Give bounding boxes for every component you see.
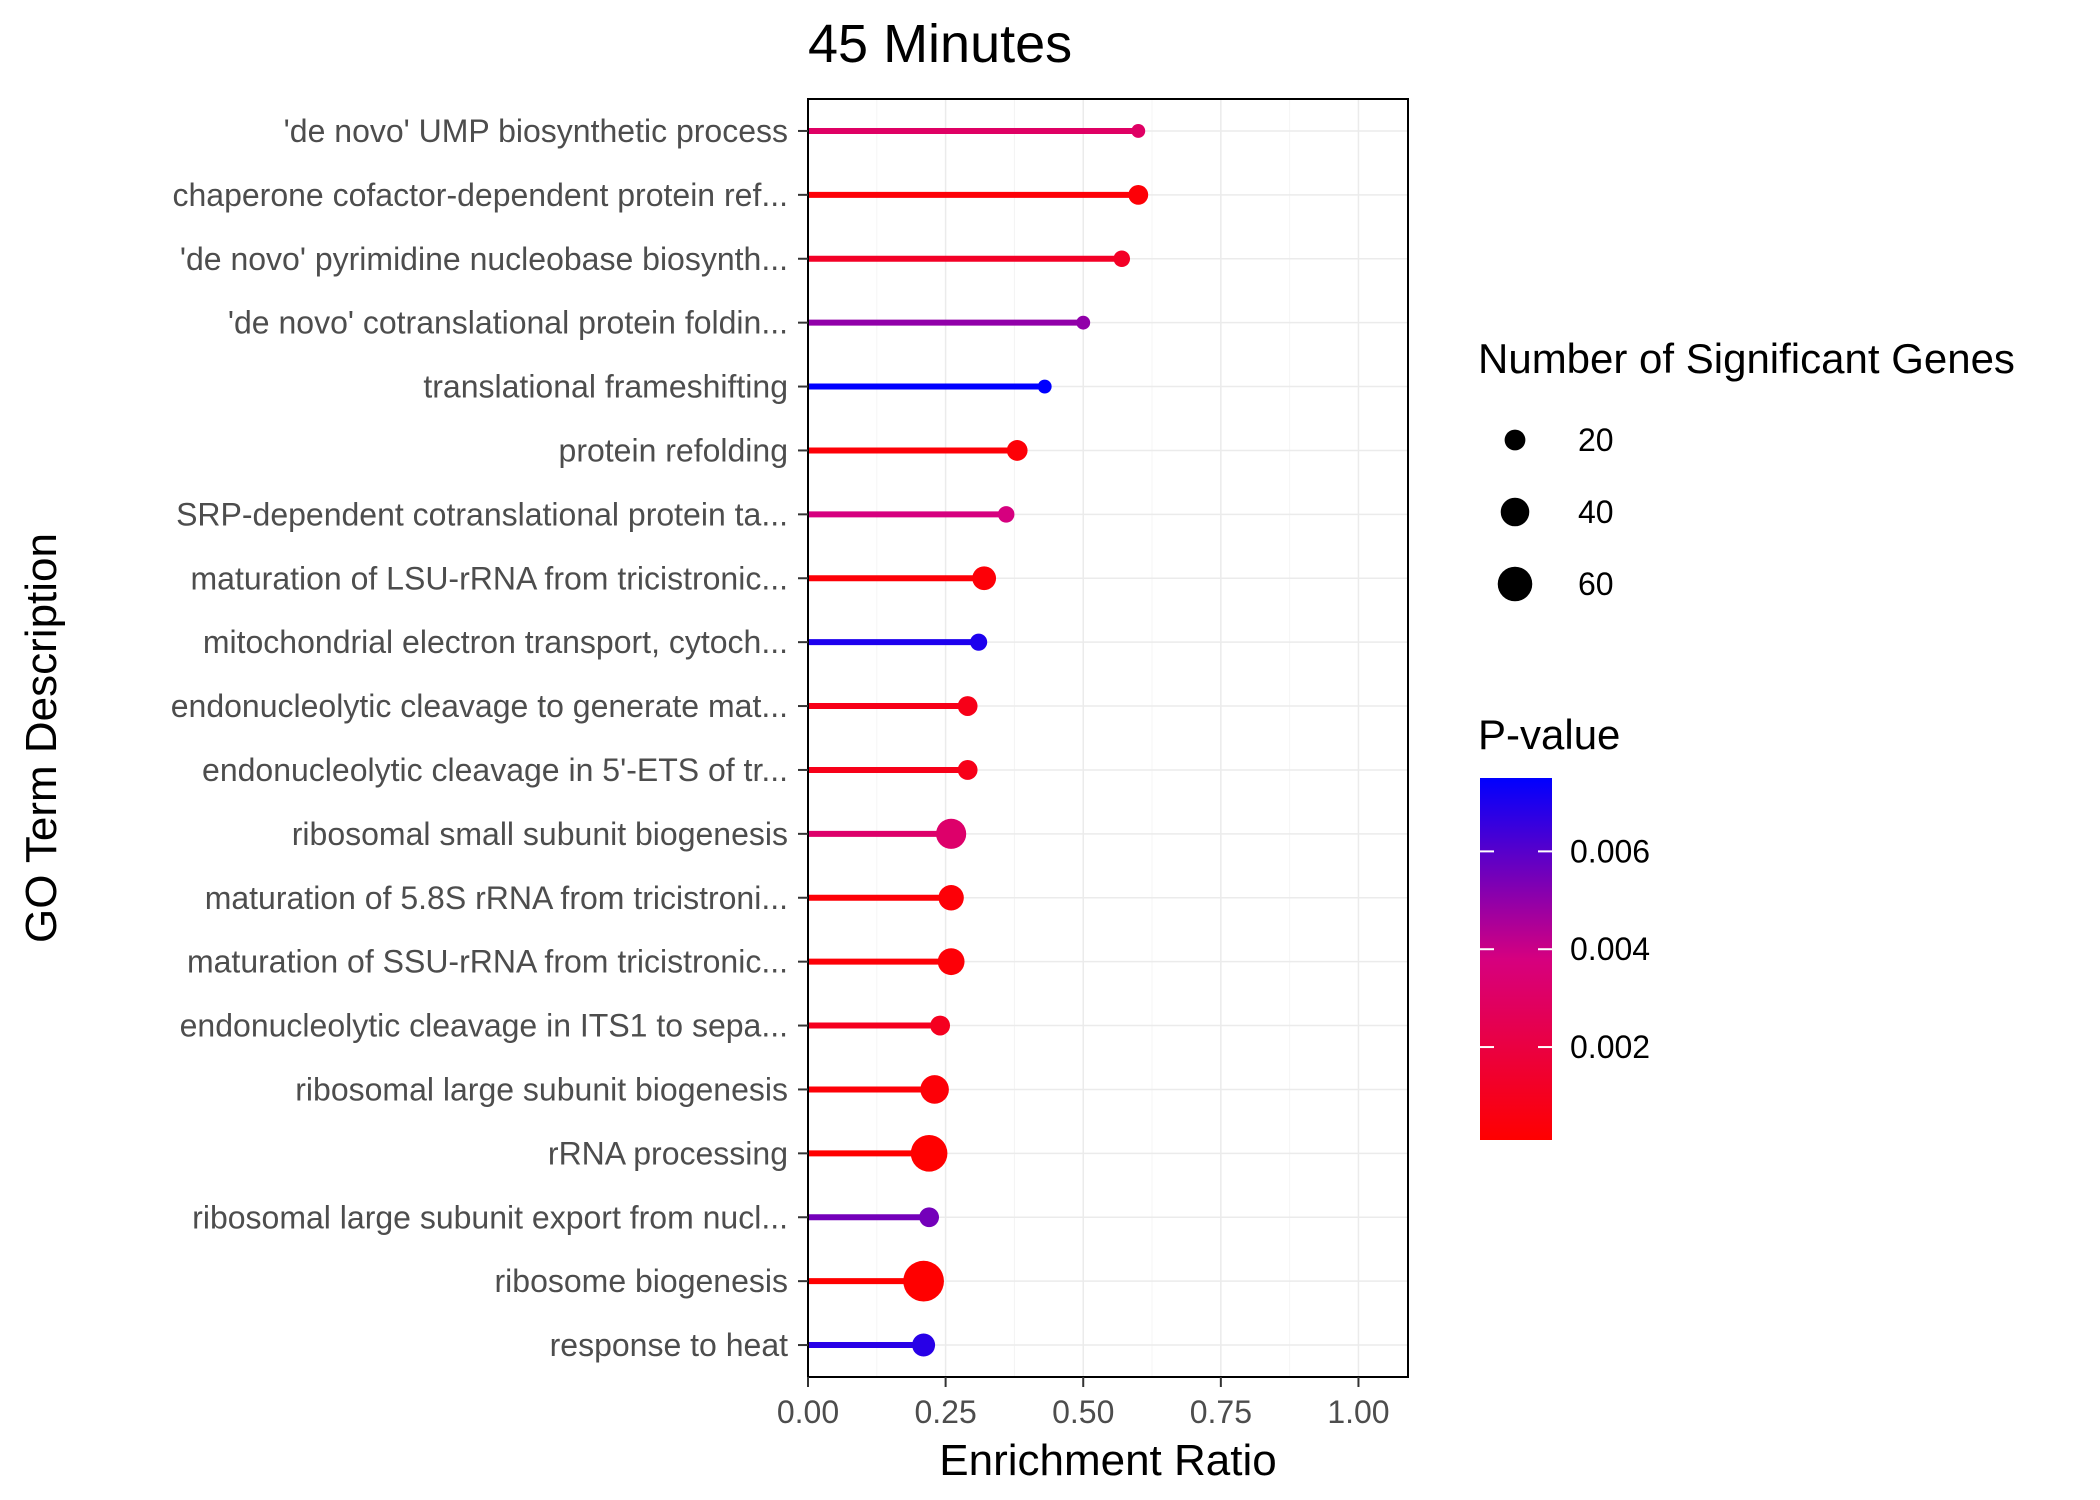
plot-panel-border [807,98,1409,1378]
y-tick-label: translational frameshifting [423,369,788,405]
color-legend-bar [1480,778,1552,1140]
y-tick-label: SRP-dependent cotranslational protein ta… [176,496,788,532]
size-legend-key [1504,429,1526,451]
lollipop-point [912,1333,936,1357]
x-tick-label: 0.00 [777,1394,839,1430]
x-axis-title: Enrichment Ratio [939,1436,1276,1485]
x-axis-labels: 0.00 0.25 0.50 0.75 1.00 [777,1394,1390,1430]
size-legend-label: 40 [1578,494,1614,530]
lollipop-point [1113,250,1131,268]
y-tick-label: endonucleolytic cleavage in 5'-ETS of tr… [202,752,788,788]
lollipop-point [972,566,997,591]
size-legend: Number of Significant Genes 20 40 60 [1478,335,2015,602]
color-legend-label: 0.004 [1570,931,1650,967]
y-tick-label: mitochondrial electron transport, cytoch… [203,624,788,660]
x-tick-label: 0.75 [1190,1394,1252,1430]
lollipop-stems [808,127,1139,1349]
x-tick-label: 0.25 [914,1394,976,1430]
lollipop-point [903,1260,944,1302]
size-legend-items: 20 40 60 [1497,422,1614,602]
size-legend-key [1497,566,1533,602]
x-tick-label: 1.00 [1327,1394,1389,1430]
lollipop-point [970,633,988,651]
lollipop-point [1006,440,1028,461]
x-tick-label: 0.50 [1052,1394,1114,1430]
lollipop-point [936,818,967,849]
color-legend-label: 0.006 [1570,833,1650,869]
y-tick-label: protein refolding [559,432,788,468]
chart-title: 45 Minutes [808,14,1072,74]
lollipop-point [930,1015,951,1036]
size-legend-key [1500,497,1530,527]
y-tick-label: maturation of SSU-rRNA from tricistronic… [187,944,788,980]
lollipop-point [919,1207,940,1228]
color-legend-label: 0.002 [1570,1029,1650,1065]
y-tick-label: endonucleolytic cleavage to generate mat… [171,688,788,724]
y-tick-label: maturation of 5.8S rRNA from tricistroni… [205,880,788,916]
lollipop-points [903,124,1149,1357]
y-tick-label: ribosome biogenesis [495,1263,789,1299]
y-tick-label: 'de novo' UMP biosynthetic process [284,113,788,149]
color-legend: P-value 0.006 0.004 0.002 [1478,711,1650,1140]
lollipop-point [957,760,978,780]
size-legend-label: 20 [1578,422,1614,458]
grid [807,99,1408,1377]
color-legend-title: P-value [1478,711,1620,758]
lollipop-point [910,1135,948,1172]
color-legend-ticks: 0.006 0.004 0.002 [1480,833,1650,1065]
y-tick-label: chaperone cofactor-dependent protein ref… [172,177,788,213]
y-tick-label: maturation of LSU-rRNA from tricistronic… [191,560,788,596]
lollipop-point [938,885,964,911]
lollipop-point [1076,315,1091,330]
y-axis-title: GO Term Description [17,533,66,943]
lollipop-point [1128,184,1149,205]
lollipop-point [920,1075,949,1104]
y-tick-label: rRNA processing [548,1135,788,1171]
x-axis-ticks [807,1377,1360,1387]
lollipop-point [1037,379,1052,394]
y-axis-labels: 'de novo' UMP biosynthetic process chaper… [171,113,788,1363]
lollipop-point [937,948,965,976]
lollipop-point [957,696,978,716]
y-tick-label: 'de novo' cotranslational protein foldin… [228,305,788,341]
y-tick-label: endonucleolytic cleavage in ITS1 to sepa… [180,1008,788,1044]
y-tick-label: response to heat [550,1327,789,1363]
lollipop-point [1131,124,1146,138]
y-axis-ticks [798,129,808,1347]
y-tick-label: ribosomal small subunit biogenesis [292,816,788,852]
lollipop-point [997,506,1015,523]
y-tick-label: ribosomal large subunit biogenesis [295,1071,788,1107]
size-legend-label: 60 [1578,566,1614,602]
y-tick-label: 'de novo' pyrimidine nucleobase biosynth… [180,241,788,277]
size-legend-title: Number of Significant Genes [1478,335,2015,382]
y-tick-label: ribosomal large subunit export from nucl… [192,1199,788,1235]
